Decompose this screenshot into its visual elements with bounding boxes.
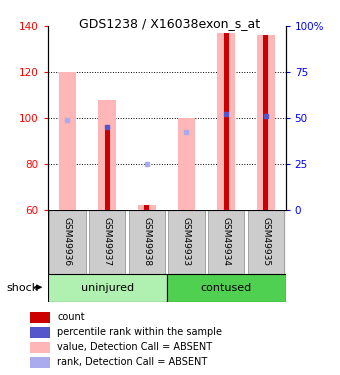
Text: GSM49933: GSM49933	[182, 217, 191, 266]
Text: value, Detection Call = ABSENT: value, Detection Call = ABSENT	[57, 342, 212, 352]
Bar	[144, 206, 149, 210]
Bar	[129, 210, 165, 274]
Bar	[168, 210, 205, 274]
Bar	[30, 327, 50, 338]
Text: GSM49936: GSM49936	[63, 217, 72, 266]
Bar	[223, 33, 229, 210]
Bar	[208, 210, 244, 274]
Bar	[98, 100, 116, 210]
Text: rank, Detection Call = ABSENT: rank, Detection Call = ABSENT	[57, 357, 208, 367]
Bar	[48, 274, 167, 302]
Bar	[177, 118, 196, 210]
Bar	[263, 36, 268, 210]
Text: GSM49934: GSM49934	[222, 217, 231, 266]
Text: GSM49935: GSM49935	[261, 217, 270, 266]
Bar	[89, 210, 125, 274]
Bar	[49, 210, 86, 274]
Bar	[104, 128, 110, 210]
Bar	[138, 206, 156, 210]
Text: GSM49937: GSM49937	[103, 217, 112, 266]
Text: percentile rank within the sample: percentile rank within the sample	[57, 327, 222, 337]
Text: GSM49938: GSM49938	[142, 217, 151, 266]
Bar	[217, 33, 235, 210]
Text: count: count	[57, 312, 85, 322]
Bar	[167, 274, 286, 302]
Text: shock: shock	[7, 283, 39, 292]
Bar	[257, 36, 275, 210]
Text: GDS1238 / X16038exon_s_at: GDS1238 / X16038exon_s_at	[80, 17, 260, 30]
Text: uninjured: uninjured	[81, 283, 134, 293]
Bar	[58, 72, 76, 210]
Bar	[30, 312, 50, 323]
Bar	[30, 357, 50, 368]
Text: contused: contused	[201, 283, 252, 293]
Bar	[248, 210, 284, 274]
Bar	[30, 342, 50, 353]
